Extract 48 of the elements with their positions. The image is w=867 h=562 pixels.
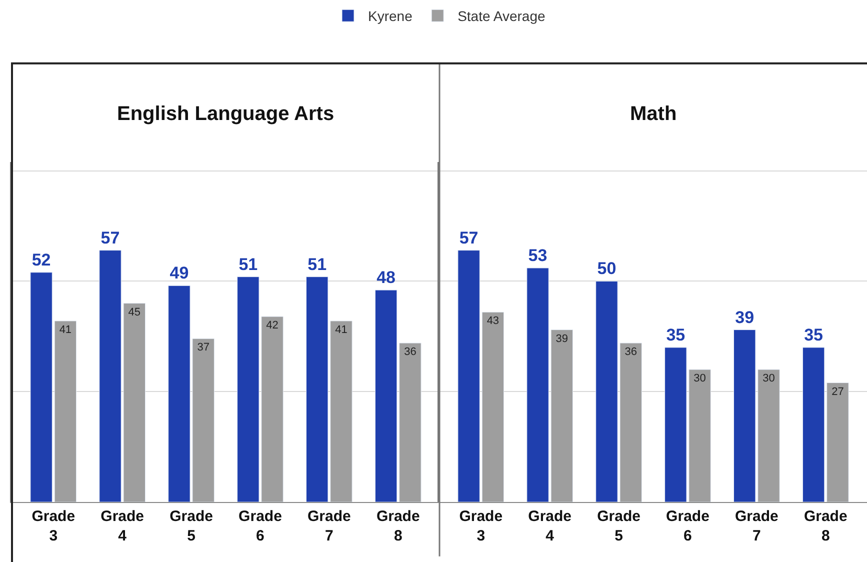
data-label: 53	[528, 246, 548, 265]
data-label: 36	[404, 346, 416, 358]
x-tick-label: Grade 8	[376, 508, 420, 544]
data-label: 35	[804, 325, 824, 344]
data-label: 39	[735, 308, 754, 327]
x-tick-label: Grade 5	[597, 508, 640, 544]
x-tick-label: Grade 4	[528, 508, 572, 544]
x-tick-label: Grade 6	[238, 508, 282, 544]
x-tick-label: Grade 5	[170, 508, 213, 544]
data-label: 37	[197, 342, 210, 354]
legend-label: State Average	[458, 8, 546, 24]
data-label: 52	[32, 250, 51, 270]
data-label: 39	[556, 332, 568, 345]
data-label: 49	[170, 264, 189, 283]
data-label: 50	[597, 259, 616, 278]
x-tick-label: Grade 3	[459, 508, 503, 544]
bar	[54, 320, 77, 502]
x-tick-label: Grade 7	[308, 508, 351, 544]
data-label: 41	[335, 324, 348, 336]
legend-label: Kyrene	[368, 8, 413, 24]
data-label: 48	[376, 268, 396, 288]
data-label: 45	[128, 306, 141, 318]
data-label: 51	[238, 254, 258, 274]
data-label: 36	[624, 346, 637, 358]
data-label: 35	[666, 325, 686, 344]
data-label: 41	[59, 324, 72, 336]
x-tick-label: Grade 8	[804, 508, 848, 544]
x-tick-label: Grade 4	[100, 508, 144, 544]
x-tick-label: Grade 7	[735, 508, 778, 544]
data-label: 30	[762, 372, 775, 385]
x-tick-label: Grade 6	[666, 508, 710, 544]
data-label: 57	[100, 228, 120, 248]
data-label: 57	[459, 228, 478, 248]
bar	[826, 382, 849, 502]
x-tick-label: Grade 3	[32, 508, 76, 544]
bar	[374, 290, 398, 502]
data-label: 27	[832, 386, 844, 398]
chart-title: English Language Arts	[117, 103, 334, 125]
bar	[30, 272, 52, 502]
bar	[458, 250, 480, 502]
data-label: 42	[266, 320, 278, 332]
bar	[399, 342, 422, 502]
bar	[482, 312, 504, 502]
data-label: 51	[308, 254, 327, 274]
bar	[802, 347, 825, 502]
data-label: 30	[694, 372, 706, 385]
data-label: 43	[486, 315, 500, 328]
chart-title: Math	[630, 103, 677, 125]
